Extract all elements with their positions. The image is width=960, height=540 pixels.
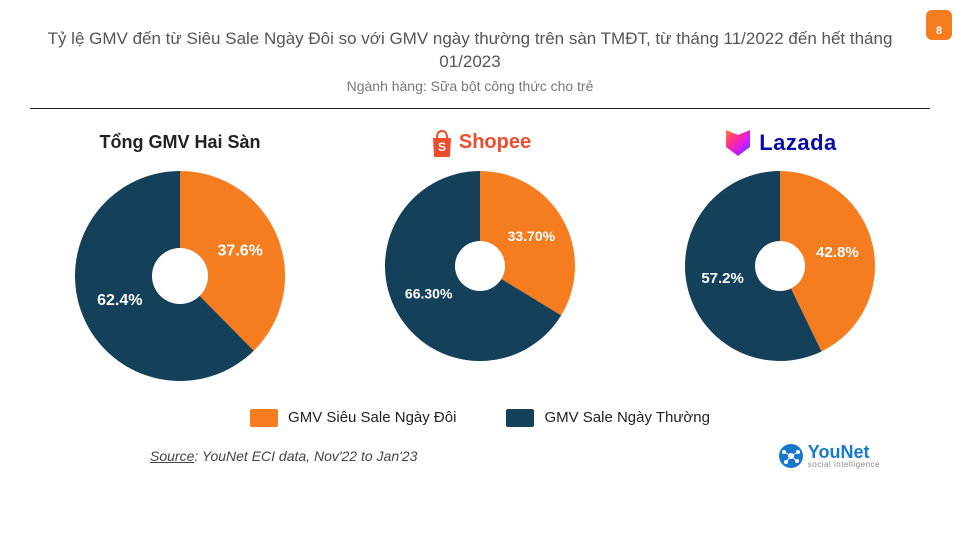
lazada-name: Lazada [759,130,837,156]
younet-logo: YouNet social intelligence [778,443,880,469]
legend: GMV Siêu Sale Ngày Đôi GMV Sale Ngày Thườ… [0,409,960,427]
chart-header: S Shopee [429,125,531,161]
shopee-bag-icon: S [429,129,455,157]
donut-chart: 33.70% 66.30% [383,169,577,363]
younet-icon [778,443,804,469]
shopee-logo: S Shopee [429,129,531,157]
chart-title: Tổng GMV Hai Sàn [99,132,260,153]
chart-column: S Shopee 33.70% 66.30% [340,125,620,363]
slice-label: 42.8% [816,244,859,261]
chart-header: Tổng GMV Hai Sàn [99,125,260,161]
legend-label: GMV Siêu Sale Ngày Đôi [288,409,456,426]
legend-swatch [250,409,278,427]
slice-label: 66.30% [405,285,453,301]
page-number-badge: 8 [926,10,952,40]
slice-label: 57.2% [701,270,744,287]
page-subtitle: Ngành hàng: Sữa bột công thức cho trẻ [40,78,900,94]
slice-label: 62.4% [97,292,142,309]
page-title: Tỷ lệ GMV đến từ Siêu Sale Ngày Đôi so v… [40,28,900,74]
lazada-logo: Lazada [723,129,837,157]
donut-hole [755,241,805,291]
chart-column: Lazada 42.8% 57.2% [640,125,920,363]
lazada-heart-icon [723,129,753,157]
legend-swatch [506,409,534,427]
legend-item: GMV Sale Ngày Thường [506,409,710,427]
chart-column: Tổng GMV Hai Sàn 37.6% 62.4% [40,125,320,383]
source-text: : YouNet ECI data, Nov'22 to Jan'23 [194,448,417,464]
source-label: Source [150,448,194,464]
shopee-name: Shopee [459,131,531,154]
donut-hole [455,241,505,291]
slice-label: 33.70% [508,228,556,244]
slice-label: 37.6% [218,242,263,259]
younet-tagline: social intelligence [808,461,880,469]
chart-header: Lazada [723,125,837,161]
younet-name: YouNet [808,443,880,461]
source-line: Source: YouNet ECI data, Nov'22 to Jan'2… [150,448,417,464]
legend-label: GMV Sale Ngày Thường [544,409,710,426]
header: Tỷ lệ GMV đến từ Siêu Sale Ngày Đôi so v… [0,0,960,100]
donut-chart: 37.6% 62.4% [73,169,287,383]
charts-row: Tổng GMV Hai Sàn 37.6% 62.4% S Shopee 33.7… [0,109,960,383]
svg-text:S: S [438,140,446,154]
donut-chart: 42.8% 57.2% [683,169,877,363]
footer: Source: YouNet ECI data, Nov'22 to Jan'2… [0,427,960,469]
donut-hole [152,248,208,304]
legend-item: GMV Siêu Sale Ngày Đôi [250,409,456,427]
